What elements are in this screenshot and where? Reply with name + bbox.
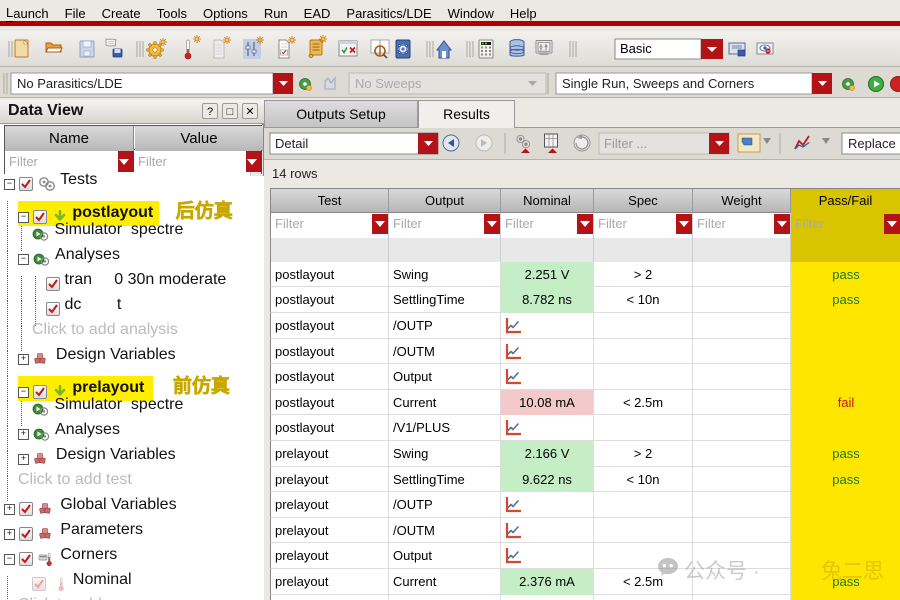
svg-text:Single Run, Sweeps and Corners: Single Run, Sweeps and Corners (562, 76, 755, 91)
svg-text:Basic: Basic (620, 41, 652, 56)
svg-text:Filter ...: Filter ... (604, 136, 647, 151)
svg-text:No Sweeps: No Sweeps (355, 76, 422, 91)
svg-text:Detail: Detail (275, 136, 308, 151)
svg-text:No Parasitics/LDE: No Parasitics/LDE (17, 76, 123, 91)
svg-text:Replace: Replace (848, 136, 896, 151)
